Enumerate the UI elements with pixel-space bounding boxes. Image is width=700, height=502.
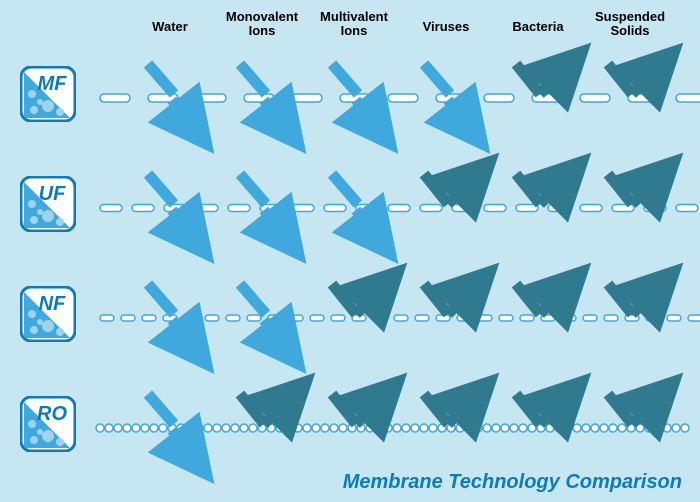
col-header-bacteria: Bacteria [492, 20, 584, 34]
diagram-svg [0, 0, 700, 502]
arrow-reject [608, 64, 660, 94]
arrow-reject [608, 174, 660, 204]
arrow-pass [148, 284, 194, 348]
arrow-reject [516, 64, 568, 94]
row-icon-nf: NF [20, 286, 76, 342]
arrow-pass [240, 64, 286, 128]
row-icon-ro: RO [20, 396, 76, 452]
arrow-reject [516, 284, 568, 314]
svg-text:NF: NF [39, 293, 66, 315]
arrow-reject [332, 394, 384, 424]
svg-text:MF: MF [38, 73, 68, 95]
svg-text:UF: UF [39, 183, 66, 205]
col-header-water: Water [124, 20, 216, 34]
arrow-pass [240, 174, 286, 238]
membrane-UF [100, 205, 698, 212]
membrane-RO [96, 424, 689, 432]
diagram-title: Membrane Technology Comparison [343, 471, 682, 494]
arrow-reject [240, 394, 292, 424]
arrow-reject [608, 394, 660, 424]
col-header-multivalent: MultivalentIons [308, 10, 400, 39]
diagram-canvas: Water MonovalentIons MultivalentIons Vir… [0, 0, 700, 502]
arrow-reject [516, 394, 568, 424]
arrow-pass [424, 64, 470, 128]
col-header-suspended: SuspendedSolids [584, 10, 676, 39]
svg-text:RO: RO [37, 403, 67, 425]
arrow-reject [608, 284, 660, 314]
arrow-pass [332, 174, 378, 238]
arrow-pass [148, 174, 194, 238]
membrane-NF [100, 315, 700, 321]
col-header-viruses: Viruses [400, 20, 492, 34]
arrow-reject [424, 174, 476, 204]
arrow-pass [148, 64, 194, 128]
arrow-reject [424, 284, 476, 314]
arrow-pass [332, 64, 378, 128]
arrow-reject [332, 284, 384, 314]
arrow-pass [240, 284, 286, 348]
arrow-pass [148, 394, 194, 458]
arrow-reject [424, 394, 476, 424]
membrane-MF [100, 94, 700, 102]
col-header-monovalent: MonovalentIons [216, 10, 308, 39]
row-icon-uf: UF [20, 176, 76, 232]
arrow-reject [516, 174, 568, 204]
row-icon-mf: MF [20, 66, 76, 122]
